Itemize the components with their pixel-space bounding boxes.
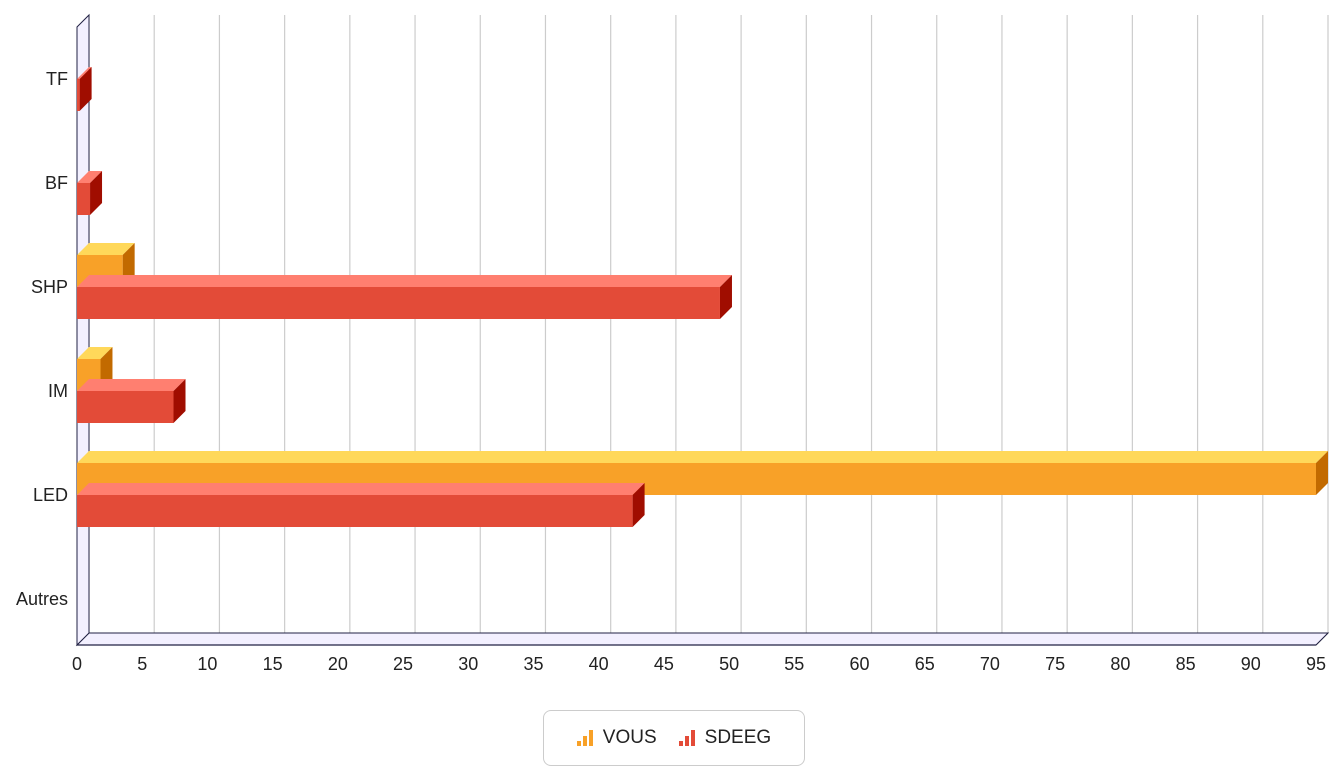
x-tick-label: 45 (654, 654, 674, 674)
bar-side (1316, 451, 1328, 495)
legend-item-sdeeg[interactable]: SDEEG (678, 727, 772, 749)
x-tick-label: 20 (328, 654, 348, 674)
bar-chart-icon (576, 730, 593, 746)
bar-side (719, 275, 732, 319)
x-tick-label: 25 (393, 654, 413, 674)
y-axis-category-labels: TF BF SHP IM LED Autres (16, 69, 68, 609)
x-tick-label: 5 (137, 654, 147, 674)
y-category-label: BF (45, 173, 68, 193)
y-category-label: IM (48, 381, 68, 401)
bar-side (90, 171, 103, 215)
bar-top (77, 483, 645, 495)
bar-front (77, 183, 91, 215)
bar-top (77, 171, 103, 183)
bar-sdeeg-bf (77, 171, 103, 215)
x-tick-label: 50 (719, 654, 739, 674)
y-category-label: TF (46, 69, 68, 89)
x-tick-label: 0 (72, 654, 82, 674)
bar-top (77, 379, 186, 391)
x-tick-label: 65 (915, 654, 935, 674)
y-category-label: LED (33, 485, 68, 505)
bar-top (77, 67, 92, 79)
x-tick-label: 15 (263, 654, 283, 674)
axes (75, 13, 1330, 647)
bar-top (77, 275, 732, 287)
bar-side (632, 483, 645, 527)
floor (75, 632, 1330, 646)
bar-sdeeg-led (77, 483, 645, 527)
x-tick-label: 85 (1176, 654, 1196, 674)
bar-sdeeg-tf (77, 67, 92, 111)
bar-front (77, 287, 720, 319)
x-tick-label: 40 (589, 654, 609, 674)
bar-top (77, 243, 135, 255)
bar-side (79, 67, 92, 111)
x-tick-label: 30 (458, 654, 478, 674)
legend-label-sdeeg: SDEEG (704, 727, 772, 748)
bar-chart: 0 5 10 15 20 25 30 35 40 45 50 55 60 65 70 75 80 85 90 95 T… (16, 13, 1330, 674)
bars (77, 67, 1328, 527)
legend: VOUS SDEEG (543, 710, 805, 766)
legend-label-vous: VOUS (602, 727, 657, 748)
bar-chart-icon (678, 730, 695, 746)
x-tick-label: 90 (1241, 654, 1261, 674)
bar-front (77, 495, 633, 527)
x-tick-label: 75 (1045, 654, 1065, 674)
bar-top (77, 347, 113, 359)
y-category-label: Autres (16, 589, 68, 609)
legend-item-vous[interactable]: VOUS (576, 727, 657, 749)
x-tick-label: 95 (1306, 654, 1326, 674)
bar-front (77, 391, 174, 423)
x-tick-label: 60 (850, 654, 870, 674)
bar-sdeeg-shp (77, 275, 732, 319)
grid-lines (76, 15, 1329, 646)
bar-side (173, 379, 186, 423)
x-tick-label: 80 (1110, 654, 1130, 674)
x-axis-tick-labels: 0 5 10 15 20 25 30 35 40 45 50 55 60 65 70 75 80 85 90 95 (72, 654, 1326, 674)
x-tick-label: 55 (784, 654, 804, 674)
x-tick-label: 35 (523, 654, 543, 674)
bar-top (77, 451, 1328, 463)
bar-sdeeg-im (77, 379, 186, 423)
x-tick-label: 70 (980, 654, 1000, 674)
bar-front (77, 79, 80, 111)
x-tick-label: 10 (197, 654, 217, 674)
y-category-label: SHP (31, 277, 68, 297)
